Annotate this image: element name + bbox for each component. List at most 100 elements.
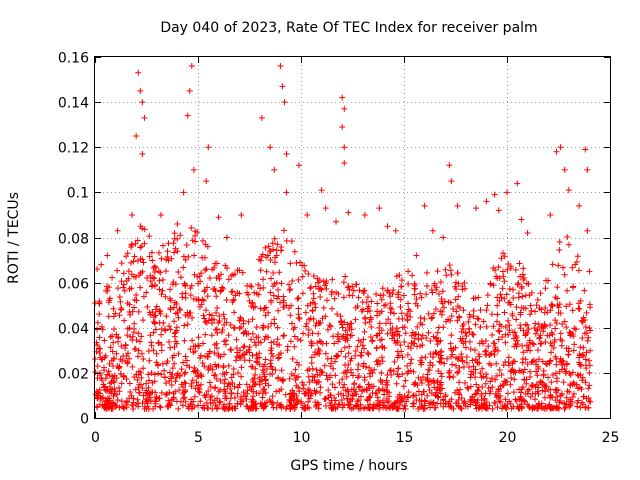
data-point xyxy=(192,232,199,239)
data-point xyxy=(119,358,126,365)
data-point xyxy=(492,376,499,383)
data-point xyxy=(288,238,295,245)
data-point xyxy=(374,394,381,401)
data-point xyxy=(295,373,302,380)
data-point xyxy=(503,405,510,412)
data-point xyxy=(361,287,368,294)
data-point xyxy=(465,325,472,332)
data-point xyxy=(274,336,281,343)
data-point xyxy=(396,393,403,400)
data-point xyxy=(104,252,111,259)
data-point xyxy=(321,362,328,369)
data-point xyxy=(131,325,138,332)
data-point xyxy=(420,405,427,412)
data-point xyxy=(555,262,562,269)
data-point xyxy=(157,404,164,411)
data-point xyxy=(411,291,418,298)
data-point xyxy=(537,340,544,347)
data-point xyxy=(173,324,180,331)
data-point xyxy=(429,289,436,296)
data-point xyxy=(494,347,501,354)
data-point xyxy=(413,252,420,259)
data-point xyxy=(287,260,294,267)
data-point xyxy=(392,227,399,234)
data-point xyxy=(174,370,181,377)
data-point xyxy=(214,403,221,410)
data-point xyxy=(172,329,179,336)
data-point xyxy=(167,344,174,351)
data-point xyxy=(409,272,416,279)
data-point xyxy=(530,357,537,364)
data-point xyxy=(586,369,593,376)
data-point xyxy=(213,326,220,333)
data-point xyxy=(306,395,313,402)
data-point xyxy=(181,370,188,377)
data-point xyxy=(268,299,275,306)
data-point xyxy=(305,373,312,380)
data-point xyxy=(256,376,263,383)
data-point xyxy=(408,356,415,363)
data-point xyxy=(228,374,235,381)
data-point xyxy=(468,397,475,404)
data-point xyxy=(565,351,572,358)
data-point xyxy=(310,315,317,322)
data-point xyxy=(456,314,463,321)
data-point xyxy=(526,386,533,393)
data-point xyxy=(198,381,205,388)
data-point xyxy=(258,114,265,121)
data-point xyxy=(287,286,294,293)
data-point xyxy=(431,380,438,387)
data-point xyxy=(495,386,502,393)
data-point xyxy=(98,261,105,268)
data-point xyxy=(140,365,147,372)
data-point xyxy=(477,324,484,331)
data-point xyxy=(580,352,587,359)
data-point xyxy=(132,240,139,247)
data-point xyxy=(410,392,417,399)
data-point xyxy=(111,379,118,386)
data-point xyxy=(365,381,372,388)
data-point xyxy=(578,317,585,324)
data-point xyxy=(240,320,247,327)
data-point xyxy=(126,286,133,293)
data-point xyxy=(233,345,240,352)
data-point xyxy=(228,347,235,354)
data-point xyxy=(96,311,103,318)
data-point xyxy=(438,370,445,377)
data-point xyxy=(440,234,447,241)
data-point xyxy=(423,334,430,341)
data-point xyxy=(186,87,193,94)
data-point xyxy=(118,343,125,350)
data-point xyxy=(238,324,245,331)
data-point xyxy=(172,388,179,395)
data-point xyxy=(275,307,282,314)
data-point xyxy=(440,396,447,403)
data-point xyxy=(488,375,495,382)
chart-title: Day 040 of 2023, Rate Of TEC Index for r… xyxy=(160,20,537,36)
data-point xyxy=(140,293,147,300)
data-point xyxy=(557,397,564,404)
data-point xyxy=(531,308,538,315)
data-point xyxy=(232,403,239,410)
data-point xyxy=(498,255,505,262)
data-point xyxy=(272,254,279,261)
data-point xyxy=(361,211,368,218)
data-point xyxy=(344,367,351,374)
data-point xyxy=(445,369,452,376)
data-point xyxy=(411,340,418,347)
data-point xyxy=(295,162,302,169)
data-point xyxy=(547,211,554,218)
data-point xyxy=(139,385,146,392)
data-point xyxy=(316,378,323,385)
data-point xyxy=(507,400,514,407)
data-point xyxy=(483,323,490,330)
data-point xyxy=(342,327,349,334)
data-point xyxy=(346,324,353,331)
data-point xyxy=(221,321,228,328)
data-point xyxy=(491,340,498,347)
data-point xyxy=(437,278,444,285)
data-point xyxy=(497,291,504,298)
data-point xyxy=(417,357,424,364)
data-point xyxy=(158,326,165,333)
data-point xyxy=(446,403,453,410)
